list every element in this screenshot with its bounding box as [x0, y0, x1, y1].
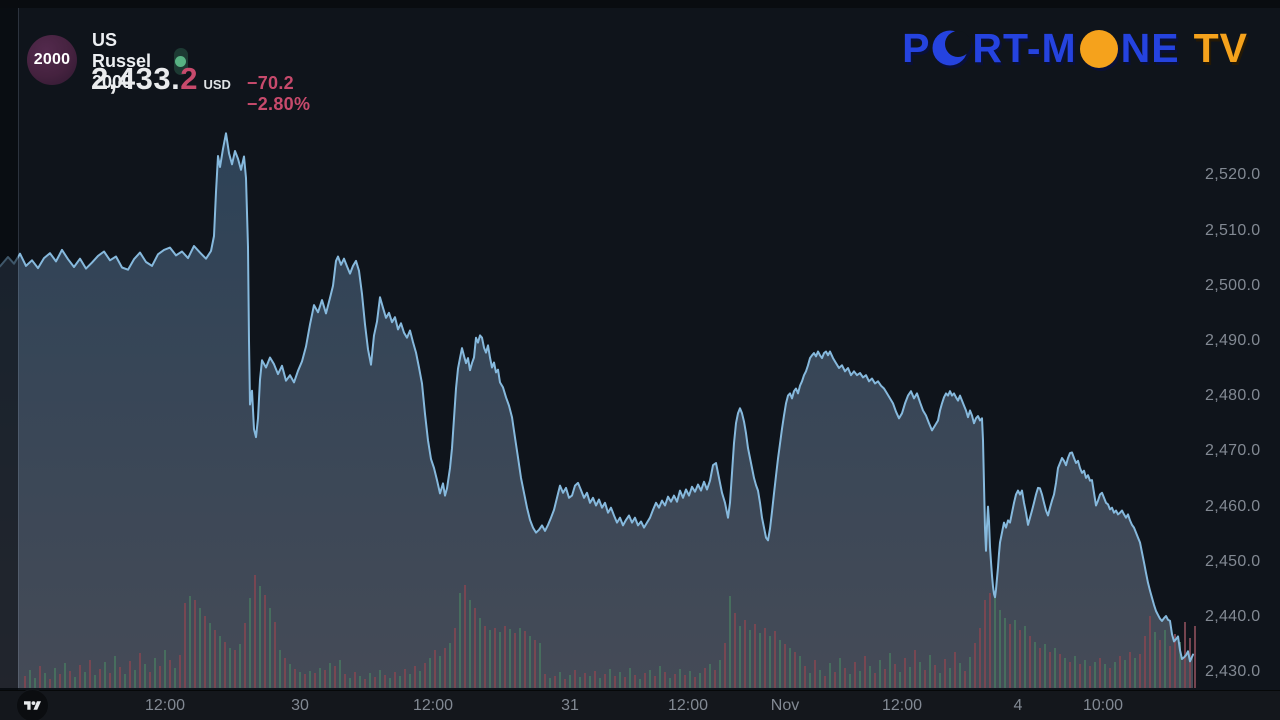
symbol-title: US Russel 2000: [92, 30, 152, 92]
sun-circle-icon: [1079, 30, 1118, 68]
logo-text-p: P: [902, 24, 931, 71]
price-axis[interactable]: 2,520.0 2,510.0 2,500.0 2,490.0 2,480.0 2,470…: [1200, 0, 1280, 690]
price-tick-label: 2,490.0: [1205, 331, 1261, 349]
tradingview-attribution[interactable]: [16, 689, 49, 720]
left-pane-divider: [18, 8, 19, 688]
price-area-fill: [0, 133, 1193, 689]
price-tick-label: 2,500.0: [1205, 276, 1261, 294]
time-tick-label: 31: [561, 697, 579, 714]
logo-text-ne: NE: [1120, 24, 1180, 71]
time-tick-label: 10:00: [1082, 697, 1124, 714]
price-tick-label: 2,460.0: [1205, 497, 1261, 515]
last-price-final-digit: 2: [180, 61, 198, 96]
logo-text-rt-m: RT-M: [972, 24, 1077, 71]
currency-label: USD: [203, 77, 231, 92]
price-tick-label: 2,480.0: [1205, 387, 1261, 405]
market-open-dot-icon: [175, 56, 187, 67]
time-axis[interactable]: 12:00 30 12:00 31 12:00 Nov 12:00 4 10:00: [0, 690, 1280, 720]
time-tick-label: Nov: [770, 697, 800, 714]
last-price: 2,433.: [91, 61, 181, 96]
port-mone-tv-logo: P RT-M NE TV: [902, 24, 1248, 72]
symbol-badge: 2000: [27, 35, 77, 85]
price-line: [0, 132, 1194, 663]
market-status-chip: [173, 48, 189, 75]
tradingview-logo-icon: [24, 700, 41, 710]
change-absolute: −70.2: [246, 73, 294, 93]
price-tick-label: 2,450.0: [1205, 552, 1261, 570]
left-border-strip: [0, 8, 18, 690]
price-change: −70.2 −2.80%: [247, 73, 310, 115]
price-tick-label: 2,470.0: [1205, 442, 1261, 460]
top-border-strip: [0, 0, 1280, 8]
time-tick-label: 12:00: [412, 697, 454, 714]
price-tick-label: 2,430.0: [1205, 663, 1261, 681]
price-tick-label: 2,440.0: [1205, 608, 1261, 626]
volume-bars: [24, 575, 1196, 688]
time-tick-label: 12:00: [144, 697, 186, 714]
symbol-badge-text: 2000: [33, 51, 71, 68]
time-tick-label: 12:00: [667, 697, 709, 714]
time-tick-label: 4: [1013, 697, 1023, 714]
crescent-moon-icon: [932, 30, 972, 66]
change-percent: −2.80%: [246, 94, 311, 114]
time-tick-label: 30: [291, 697, 309, 714]
price-tick-label: 2,510.0: [1205, 221, 1261, 239]
price-tick-label: 2,520.0: [1205, 166, 1261, 184]
time-tick-label: 12:00: [881, 697, 923, 714]
logo-text-tv: TV: [1193, 24, 1248, 71]
